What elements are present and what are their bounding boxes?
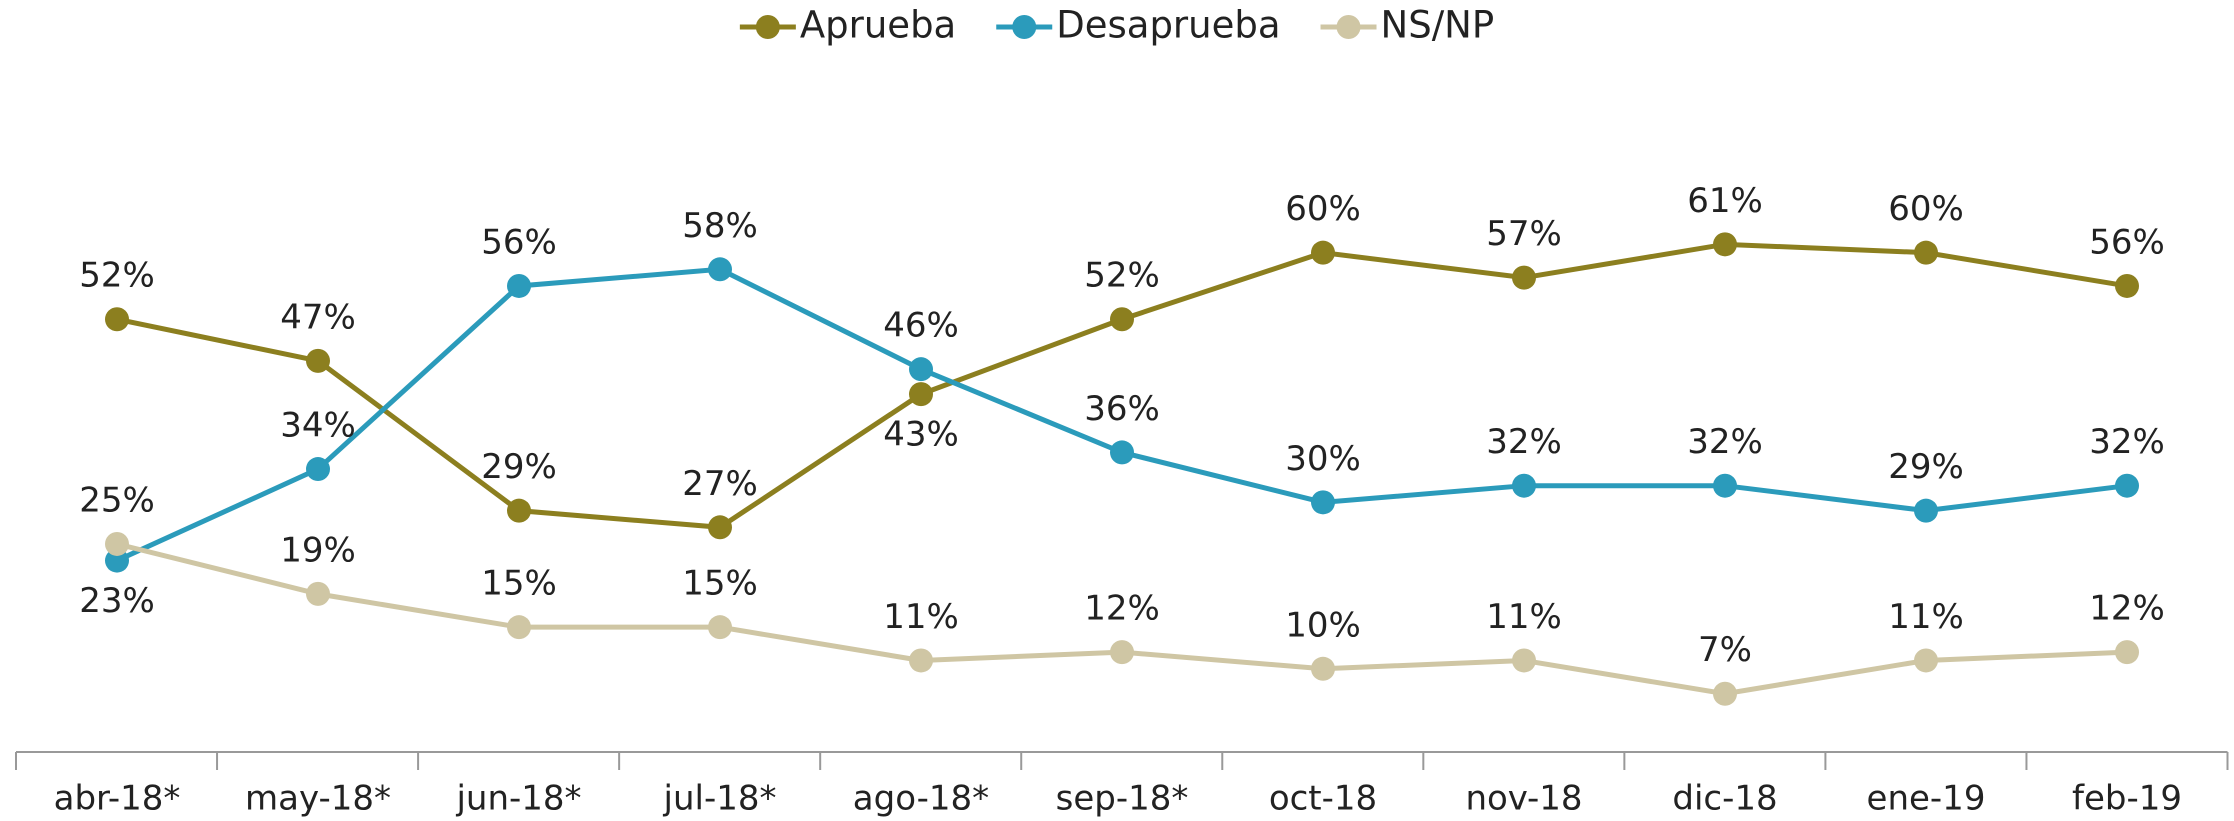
point [105,531,129,556]
point [2115,473,2139,498]
point [2115,273,2139,298]
x-tick-label: jul-18* [663,779,777,819]
point [306,581,330,606]
data-label: 15% [682,564,758,604]
point [105,307,129,332]
x-tick-label: sep-18* [1056,779,1189,819]
point [1512,648,1536,673]
x-tick-label: ene-19 [1867,779,1986,819]
point [1110,440,1134,465]
data-label: 36% [1084,389,1160,429]
point [306,457,330,482]
x-tick-label: oct-18 [1269,779,1377,819]
data-label: 32% [1687,422,1763,462]
point [105,548,129,573]
data-label: 32% [2089,422,2165,462]
data-label: 57% [1486,214,1562,254]
point [1914,498,1938,523]
point [708,515,732,540]
point [507,498,531,523]
data-label: 46% [883,306,959,346]
legend-marker [1012,15,1037,39]
point [1713,232,1737,257]
data-label: 47% [280,297,356,337]
x-tick-label: abr-18* [54,779,181,819]
data-label: 19% [280,530,356,570]
point [2115,640,2139,665]
point [1914,648,1938,673]
data-label: 30% [1285,439,1361,479]
point [1311,656,1335,681]
point [1713,681,1737,706]
point [1110,307,1134,332]
x-tick-label: jun-18* [455,779,581,819]
data-label: 52% [1084,256,1160,296]
point [507,273,531,298]
x-tick-label: dic-18 [1672,779,1777,819]
x-tick-label: ago-18* [853,779,989,819]
data-label: 56% [2089,222,2165,262]
point [1512,265,1536,290]
legend-marker [1336,15,1361,39]
data-label: 32% [1486,422,1562,462]
data-label: 27% [682,464,758,504]
point [306,348,330,373]
x-tick-label: nov-18 [1465,779,1582,819]
data-label: 60% [1285,189,1361,229]
legend: Aprueba Desaprueba NS/NP [739,4,1495,47]
x-tick-label: may-18* [245,779,391,819]
point [708,615,732,640]
point [1713,473,1737,498]
data-label: 7% [1698,630,1752,670]
point [909,648,933,673]
data-label: 43% [883,415,959,455]
data-label: 11% [1888,597,1964,637]
point [909,357,933,382]
x-tick-label: feb-19 [2072,779,2182,819]
point [1311,490,1335,515]
legend-label: NS/NP [1381,4,1495,47]
data-label: 52% [79,256,155,296]
point [1914,240,1938,265]
data-label: 29% [481,447,557,487]
data-label: 12% [2089,589,2165,629]
data-label: 34% [280,406,356,446]
point [909,382,933,407]
legend-label: Desaprueba [1056,4,1280,47]
data-label: 15% [481,564,557,604]
data-label: 60% [1888,189,1964,229]
data-label: 29% [1888,447,1964,487]
point [507,615,531,640]
point [1110,640,1134,665]
data-label: 25% [79,480,155,520]
data-label: 61% [1687,181,1763,221]
point [1512,473,1536,498]
data-label: 23% [79,581,155,621]
point [708,257,732,282]
legend-label: Aprueba [800,4,956,47]
data-label: 12% [1084,589,1160,629]
data-label: 56% [481,222,557,262]
legend-marker [755,15,780,39]
data-label: 11% [1486,597,1562,637]
data-label: 10% [1285,605,1361,645]
point [1311,240,1335,265]
data-label: 58% [682,206,758,246]
data-label: 11% [883,597,959,637]
